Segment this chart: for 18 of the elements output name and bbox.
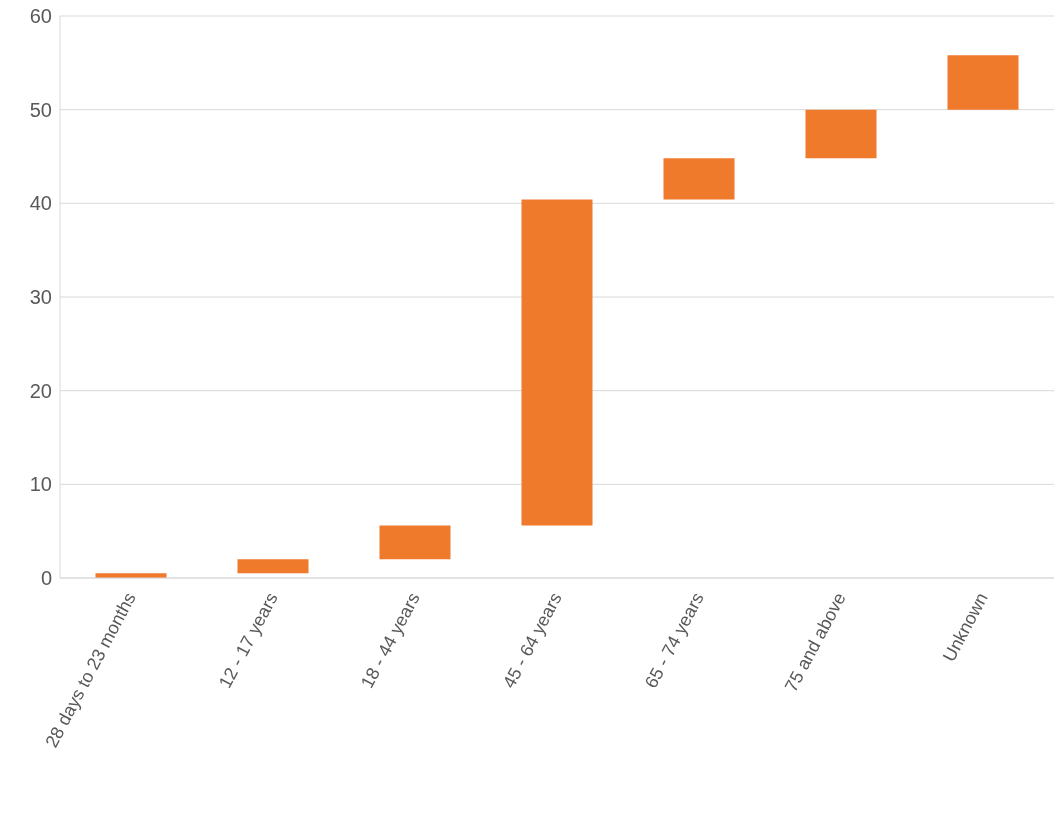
x-tick-label: 12 - 17 years: [214, 589, 282, 692]
y-tick-label: 30: [29, 286, 52, 309]
bar: [237, 559, 309, 574]
y-tick-label: 10: [29, 473, 52, 496]
y-tick-label: 20: [29, 379, 52, 402]
x-tick-label: 65 - 74 years: [640, 589, 708, 692]
y-tick-label: 50: [29, 98, 52, 121]
y-tick-label: 60: [29, 5, 52, 28]
y-tick-label: 0: [40, 567, 52, 590]
y-tick-label: 40: [29, 192, 52, 215]
bar: [805, 109, 877, 159]
x-tick-label: 18 - 44 years: [356, 589, 424, 692]
bar: [663, 158, 735, 200]
x-tick-label: 75 and above: [780, 589, 850, 696]
bar: [521, 199, 593, 526]
bar: [379, 525, 451, 560]
x-tick-label: 45 - 64 years: [498, 589, 566, 692]
bar: [947, 55, 1019, 110]
